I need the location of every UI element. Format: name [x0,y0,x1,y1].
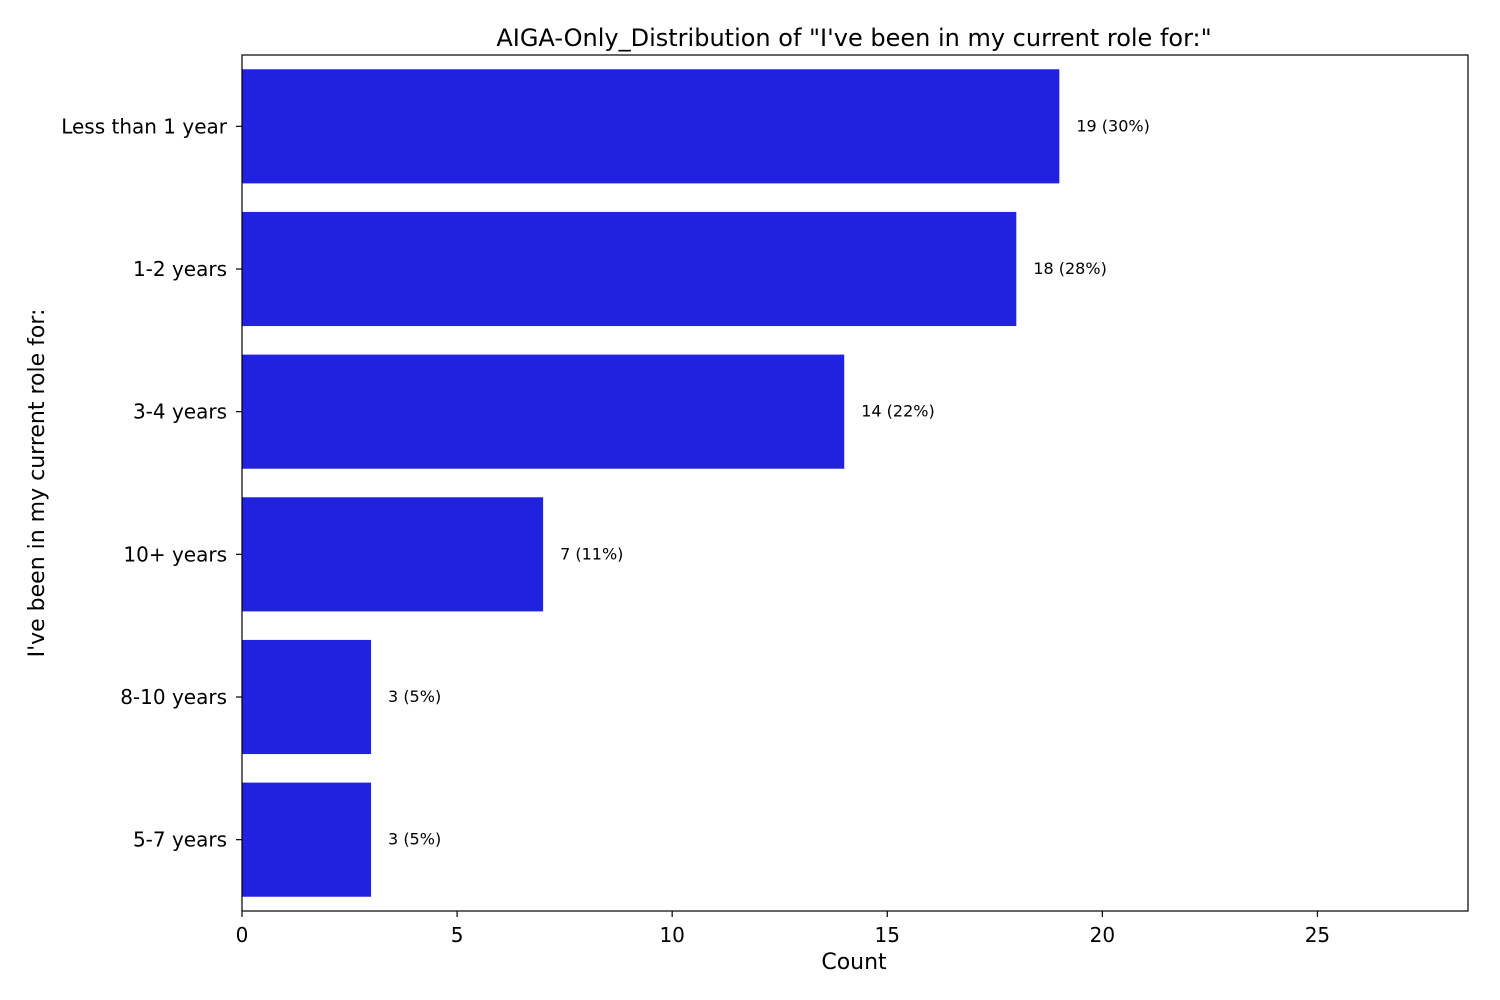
x-tick-label: 15 [875,923,900,947]
bar [242,782,372,897]
plot-frame [241,54,1469,912]
y-axis-ticks: Less than 1 year 1-2 years 3-4 years 10+ ye… [61,114,242,852]
bar [242,69,1060,184]
x-tick-label: 0 [236,923,249,947]
bar-value-label: 3 (5%) [388,687,441,706]
y-tick-label: 10+ years [123,542,227,566]
bar-value-label: 3 (5%) [388,830,441,849]
x-tick-label: 20 [1090,923,1115,947]
x-tick-label: 10 [659,923,684,947]
y-tick-label: 5-7 years [133,828,227,852]
x-tick-label: 5 [451,923,464,947]
bar [242,497,544,612]
x-tick-label: 25 [1305,923,1330,947]
y-tick-label: Less than 1 year [61,114,228,138]
y-tick-label: 3-4 years [133,400,227,424]
x-axis-label: Count [821,950,887,975]
bar-value-label: 18 (28%) [1033,259,1107,278]
bar [242,354,845,469]
bar-value-label: 19 (30%) [1076,116,1150,135]
chart-title: AIGA-Only_Distribution of "I've been in … [496,24,1211,52]
y-tick-label: 8-10 years [120,685,227,709]
bars-layer [242,69,1060,897]
bar-value-label: 7 (11%) [560,544,623,563]
data-labels-layer: 19 (30%) 18 (28%) 14 (22%) 7 (11%) 3 (5%) 3 (… [388,116,1150,848]
bar-value-label: 14 (22%) [861,402,935,421]
y-tick-label: 1-2 years [133,257,227,281]
y-axis-label: I've been in my current role for: [25,309,50,658]
x-axis-ticks: 0 5 10 15 20 25 [236,911,1330,947]
bar [242,211,1017,327]
bar [242,639,372,755]
